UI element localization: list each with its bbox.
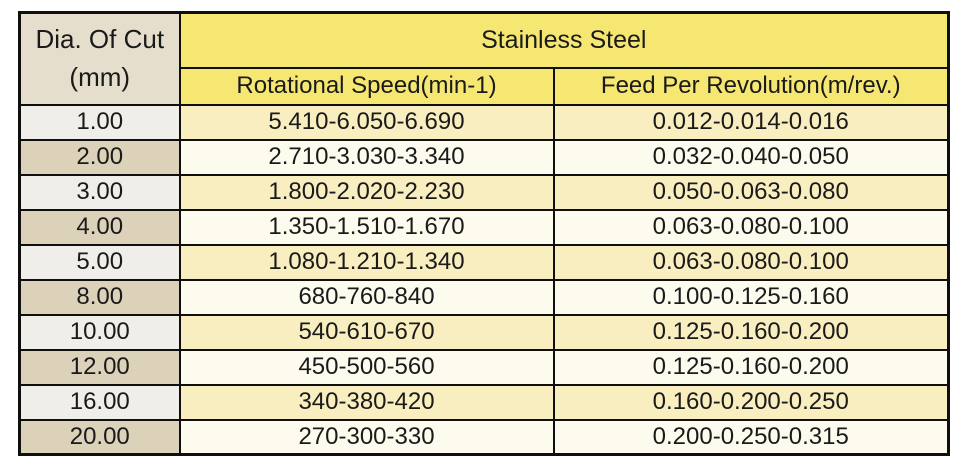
table-row: 16.00 340-380-420 0.160-0.200-0.250 — [18, 383, 950, 421]
dia-cell: 12.00 — [18, 348, 181, 386]
speed-cell: 270-300-330 — [178, 418, 555, 456]
dia-cell: 20.00 — [18, 418, 181, 456]
feed-cell: 0.160-0.200-0.250 — [552, 383, 950, 421]
feed-cell: 0.063-0.080-0.100 — [552, 243, 950, 281]
table-row: 20.00 270-300-330 0.200-0.250-0.315 — [18, 418, 950, 456]
group-header-stainless-steel: Stainless Steel — [178, 11, 950, 69]
dia-cell: 16.00 — [18, 383, 181, 421]
speed-cell: 2.710-3.030-3.340 — [178, 138, 555, 176]
feed-cell: 0.032-0.040-0.050 — [552, 138, 950, 176]
corner-header-line1: Dia. Of Cut — [35, 24, 165, 55]
corner-header-dia-of-cut: Dia. Of Cut (mm) — [18, 11, 181, 106]
speed-cell: 1.350-1.510-1.670 — [178, 208, 555, 246]
col-header-feed-per-revolution: Feed Per Revolution(m/rev.) — [552, 66, 950, 106]
dia-cell: 2.00 — [18, 138, 181, 176]
dia-cell: 3.00 — [18, 173, 181, 211]
speed-cell: 680-760-840 — [178, 278, 555, 316]
speed-cell: 1.080-1.210-1.340 — [178, 243, 555, 281]
col-header-rotational-speed: Rotational Speed(min-1) — [178, 66, 555, 106]
speed-cell: 450-500-560 — [178, 348, 555, 386]
table-row: 10.00 540-610-670 0.125-0.160-0.200 — [18, 313, 950, 351]
dia-cell: 1.00 — [18, 103, 181, 141]
feed-cell: 0.012-0.014-0.016 — [552, 103, 950, 141]
table-row: 8.00 680-760-840 0.100-0.125-0.160 — [18, 278, 950, 316]
feed-cell: 0.100-0.125-0.160 — [552, 278, 950, 316]
feed-cell: 0.050-0.063-0.080 — [552, 173, 950, 211]
corner-header-line2: (mm) — [69, 61, 131, 92]
dia-cell: 10.00 — [18, 313, 181, 351]
feed-cell: 0.200-0.250-0.315 — [552, 418, 950, 456]
feed-cell: 0.063-0.080-0.100 — [552, 208, 950, 246]
speed-cell: 540-610-670 — [178, 313, 555, 351]
table-row: 3.00 1.800-2.020-2.230 0.050-0.063-0.080 — [18, 173, 950, 211]
table-row: 2.00 2.710-3.030-3.340 0.032-0.040-0.050 — [18, 138, 950, 176]
table-row: 4.00 1.350-1.510-1.670 0.063-0.080-0.100 — [18, 208, 950, 246]
table-row: 1.00 5.410-6.050-6.690 0.012-0.014-0.016 — [18, 103, 950, 141]
dia-cell: 8.00 — [18, 278, 181, 316]
table-row: 5.00 1.080-1.210-1.340 0.063-0.080-0.100 — [18, 243, 950, 281]
speed-cell: 1.800-2.020-2.230 — [178, 173, 555, 211]
table-row: 12.00 450-500-560 0.125-0.160-0.200 — [18, 348, 950, 386]
dia-cell: 4.00 — [18, 208, 181, 246]
feed-cell: 0.125-0.160-0.200 — [552, 313, 950, 351]
feed-cell: 0.125-0.160-0.200 — [552, 348, 950, 386]
speed-cell: 5.410-6.050-6.690 — [178, 103, 555, 141]
speed-cell: 340-380-420 — [178, 383, 555, 421]
dia-cell: 5.00 — [18, 243, 181, 281]
cutting-parameters-table: Dia. Of Cut (mm) Stainless Steel Rotatio… — [18, 11, 950, 456]
